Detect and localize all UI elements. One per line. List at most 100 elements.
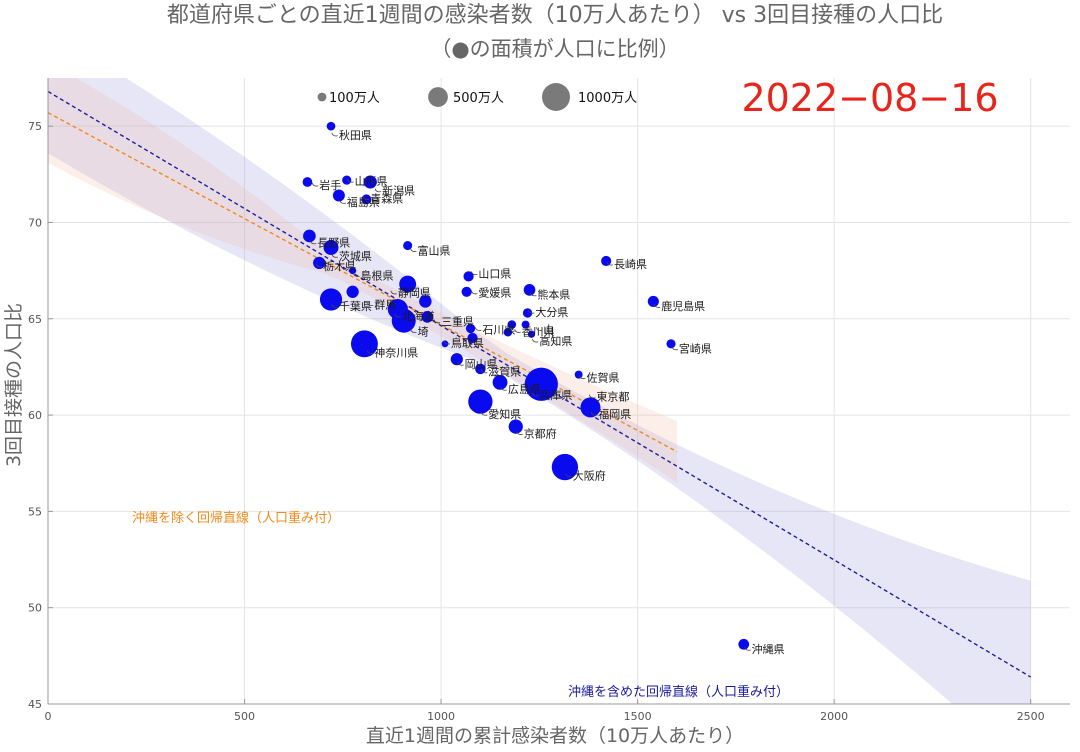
svg-text:岩手: 岩手 <box>319 178 341 192</box>
svg-text:茨城県: 茨城県 <box>339 249 372 263</box>
point-島根県 <box>349 266 357 275</box>
svg-text:広島県: 広島県 <box>508 382 541 396</box>
point-徳島県 <box>541 376 549 385</box>
svg-text:栃木県: 栃木県 <box>323 259 356 273</box>
svg-text:長野県: 長野県 <box>317 237 350 250</box>
point-label: 静岡県 <box>390 286 431 300</box>
point-奈良県 <box>467 332 478 344</box>
point-label: 沖縄県 <box>744 642 785 656</box>
point-label: 東京都 <box>588 390 629 404</box>
point-新潟県 <box>363 175 377 189</box>
point-label: 長野県 <box>309 237 350 250</box>
point-熊本県 <box>523 284 536 296</box>
point-岩手県 <box>302 177 313 187</box>
point-滋賀県 <box>475 363 486 375</box>
point-label: 愛媛県 <box>471 286 511 300</box>
x-tick-label: 0 <box>45 710 52 723</box>
y-tick-label: 50 <box>28 602 42 615</box>
point-label: 山口県 <box>471 267 511 280</box>
point-山梨県 <box>521 320 530 329</box>
x-tick-label: 1500 <box>624 710 652 723</box>
svg-text:新潟県: 新潟県 <box>382 184 415 198</box>
y-tick-label: 70 <box>28 216 42 229</box>
point-山形県 <box>342 175 352 185</box>
svg-text:岡山県: 岡山県 <box>465 358 498 371</box>
svg-text:山形県: 山形県 <box>355 175 388 188</box>
point-福岡県 <box>580 397 601 418</box>
svg-text:兵庫県: 兵庫県 <box>539 388 572 402</box>
svg-text:福岡県: 福岡県 <box>598 407 631 421</box>
svg-text:京都府: 京都府 <box>524 426 557 440</box>
point-label: 香川県 <box>514 325 555 338</box>
x-tick-label: 500 <box>234 710 255 723</box>
point-label: 大阪府 <box>565 469 606 483</box>
point-秋田県 <box>326 121 336 131</box>
point-label: 宮崎県 <box>671 342 712 356</box>
point-label: 熊本県 <box>529 288 570 302</box>
x-tick-label: 1000 <box>427 710 455 723</box>
svg-text:香川県: 香川県 <box>522 325 555 338</box>
point-label: 岡山県 <box>457 358 498 371</box>
svg-text:東京都: 東京都 <box>596 390 629 404</box>
point-山口県 <box>463 271 474 282</box>
point-岡山県 <box>450 353 463 366</box>
point-宮崎県 <box>666 339 676 349</box>
svg-text:山: 山 <box>543 323 554 336</box>
point-label: 神奈川県 <box>366 345 418 359</box>
point-label: 滋賀県 <box>480 366 521 379</box>
regression-note-excl-okinawa: 沖縄を除く回帰直線（人口重み付） <box>132 510 340 526</box>
point-京都府 <box>508 419 523 434</box>
regression-lines <box>48 90 1032 678</box>
point-label: 群馬 <box>366 297 396 311</box>
date-label: 2022−08−16 <box>741 76 998 120</box>
axes: 0 500 1000 1500 2000 2500 45 50 55 60 65 70 75 <box>28 78 1070 723</box>
svg-text:高知県: 高知県 <box>539 334 572 348</box>
point-label: 鹿児島県 <box>653 299 705 313</box>
size-legend-label: 500万人 <box>453 91 504 106</box>
point-長崎県 <box>601 255 612 267</box>
chart-title: 都道府県ごとの直近1週間の感染者数（10万人あたり） vs 3回目接種の人口比 <box>167 3 943 28</box>
point-label: 兵庫県 <box>531 388 572 402</box>
point-茨城県 <box>323 240 339 256</box>
point-広島県 <box>492 374 508 390</box>
point-大阪府 <box>551 453 579 481</box>
point-静岡県 <box>399 275 417 293</box>
y-tick-label: 55 <box>28 505 42 518</box>
point-label: 鳥取県 <box>443 336 484 350</box>
y-tick-label: 75 <box>28 120 42 133</box>
size-legend-dot <box>317 92 327 102</box>
y-tick-label: 60 <box>28 409 42 422</box>
point-千葉県 <box>319 288 343 311</box>
svg-text:島根県: 島根県 <box>360 268 393 282</box>
point-富山県 <box>403 241 413 251</box>
svg-text:北海道: 北海道 <box>402 309 435 323</box>
point-鹿児島県 <box>647 295 659 307</box>
point-三重県 <box>421 310 434 323</box>
point-label: 島根県 <box>353 268 393 282</box>
point-label: 広島県 <box>500 382 541 396</box>
point-長野県 <box>303 229 316 243</box>
point-群馬県 <box>346 285 359 298</box>
point-label: 三重県 <box>433 315 474 329</box>
point-愛知県 <box>468 389 493 414</box>
y-axis-title: 3回目接種の人口比 <box>3 303 25 467</box>
point-label: 北海道 <box>394 309 435 323</box>
svg-text:鳥取県: 鳥取県 <box>451 336 484 350</box>
svg-text:滋賀県: 滋賀県 <box>488 366 521 379</box>
point-label: 石川県 <box>474 323 515 336</box>
svg-text:宮崎県: 宮崎県 <box>679 342 712 356</box>
point-高知県 <box>527 330 536 338</box>
point-石川県 <box>465 323 476 334</box>
svg-text:石川県: 石川県 <box>482 323 515 336</box>
regression-line-incl-okinawa <box>48 90 1032 678</box>
svg-text:千葉県: 千葉県 <box>339 299 372 313</box>
svg-text:大阪府: 大阪府 <box>573 469 606 483</box>
y-tick-label: 65 <box>28 313 42 326</box>
svg-text:鹿児島県: 鹿児島県 <box>661 299 705 313</box>
svg-text:熊本県: 熊本県 <box>537 288 570 302</box>
point-label: 千葉県 <box>331 299 372 313</box>
svg-text:秋田県: 秋田県 <box>339 128 372 142</box>
svg-text:長崎県: 長崎県 <box>614 257 647 271</box>
chart-subtitle: （●の面積が人口に比例） <box>430 37 679 61</box>
